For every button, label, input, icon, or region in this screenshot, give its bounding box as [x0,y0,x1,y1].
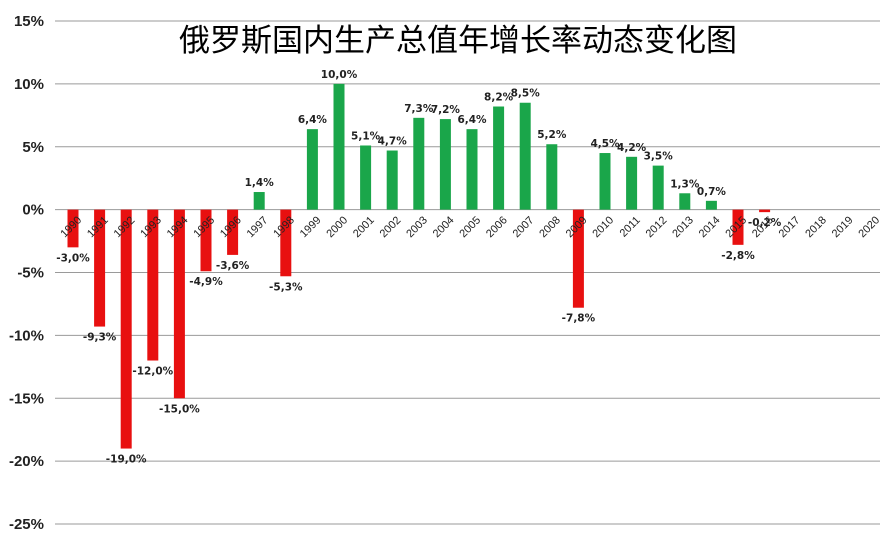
x-tick-label: 2018 [803,214,829,240]
data-label: 6,4% [298,114,328,126]
chart-title: 俄罗斯国内生产总值年增长率动态变化图 [179,23,737,59]
gridlines [55,20,880,525]
y-tick-label: -25% [9,516,44,533]
x-tick-label: 2002 [378,214,404,240]
bar-1991 [94,209,106,327]
data-label: -7,8% [562,313,596,325]
x-tick-label: 2020 [856,214,882,240]
data-label: 8,5% [511,88,541,100]
x-tick-label: 2003 [404,214,430,240]
x-tick-label: 2008 [537,214,563,240]
data-label: -19,0% [106,454,147,466]
x-tick-label: 2014 [697,214,723,240]
x-tick-label: 2007 [511,214,537,240]
data-label: -0,2% [748,217,782,229]
y-tick-label: 15% [14,13,44,30]
x-tick-label: 2005 [457,214,483,240]
x-tick-label: 2019 [830,214,856,240]
bar-2012 [652,165,664,210]
bar-2003 [413,117,425,210]
y-tick-label: -10% [9,327,44,344]
bar-2007 [519,102,531,210]
bar-1995 [200,209,212,272]
bars [67,83,771,449]
y-tick-label: -20% [9,453,44,470]
data-label: 5,2% [537,129,567,141]
bar-1990 [67,209,79,248]
bar-2000 [333,83,345,210]
data-label: 1,4% [245,177,275,189]
data-label: -3,6% [216,260,250,272]
x-tick-label: 1997 [245,214,271,240]
data-label: 4,2% [617,142,647,154]
bar-2005 [466,129,478,210]
bar-1992 [120,209,132,449]
bar-2008 [546,144,558,210]
data-label: -5,3% [269,281,303,293]
data-label: -2,8% [721,250,755,262]
bar-2011 [626,156,638,210]
y-tick-label: 10% [14,76,44,93]
bar-2015 [732,209,744,245]
y-tick-label: 0% [22,202,44,219]
x-tick-label: 2000 [324,214,350,240]
data-label: 8,2% [484,92,514,104]
data-label: 4,7% [378,136,408,148]
data-label: 4,5% [590,138,620,150]
bar-1994 [173,209,185,399]
bar-1993 [147,209,159,361]
bar-1998 [280,209,292,277]
x-tick-label: 1999 [298,214,324,240]
data-label: -15,0% [159,403,200,415]
bar-2014 [705,200,717,210]
x-tick-label: 2013 [670,214,696,240]
x-tick-label: 2004 [431,214,457,240]
x-tick-label: 2012 [644,214,670,240]
data-label: -3,0% [56,252,90,264]
y-tick-label: 5% [22,139,44,156]
bar-2010 [599,153,611,210]
bar-2004 [439,119,451,210]
y-tick-label: -5% [17,265,44,282]
data-label: -9,3% [83,332,117,344]
x-tick-label: 2001 [351,214,377,240]
data-label: -12,0% [132,366,173,378]
data-label: 0,7% [697,186,727,198]
x-tick-label: 2006 [484,214,510,240]
data-label: 7,3% [404,103,434,115]
bar-1996 [227,209,239,255]
x-tick-label: 2011 [618,214,643,239]
bar-2002 [386,150,398,210]
y-tick-label: -15% [9,390,44,407]
data-label: 3,5% [644,151,674,163]
bar-2006 [493,106,505,210]
y-axis-tick-labels: 15% 10% 5% 0% -5% -10% -15% -20% -25% [9,13,44,533]
data-label: 10,0% [321,69,358,81]
bar-1997 [253,192,265,210]
bar-1999 [306,129,318,210]
data-labels: -3,0% -9,3% -19,0% -12,0% -15,0% -4,9% -3,6% 1,… [56,69,782,466]
data-label: 5,1% [351,130,381,142]
bar-2009 [572,209,584,308]
data-label: 6,4% [457,114,487,126]
bar-2013 [679,193,691,210]
data-label: 1,3% [670,178,700,190]
data-label: 7,2% [431,104,461,116]
data-label: -4,9% [189,276,223,288]
bar-2001 [360,145,372,210]
x-tick-label: 2010 [590,214,616,240]
bar-2016 [759,209,771,213]
